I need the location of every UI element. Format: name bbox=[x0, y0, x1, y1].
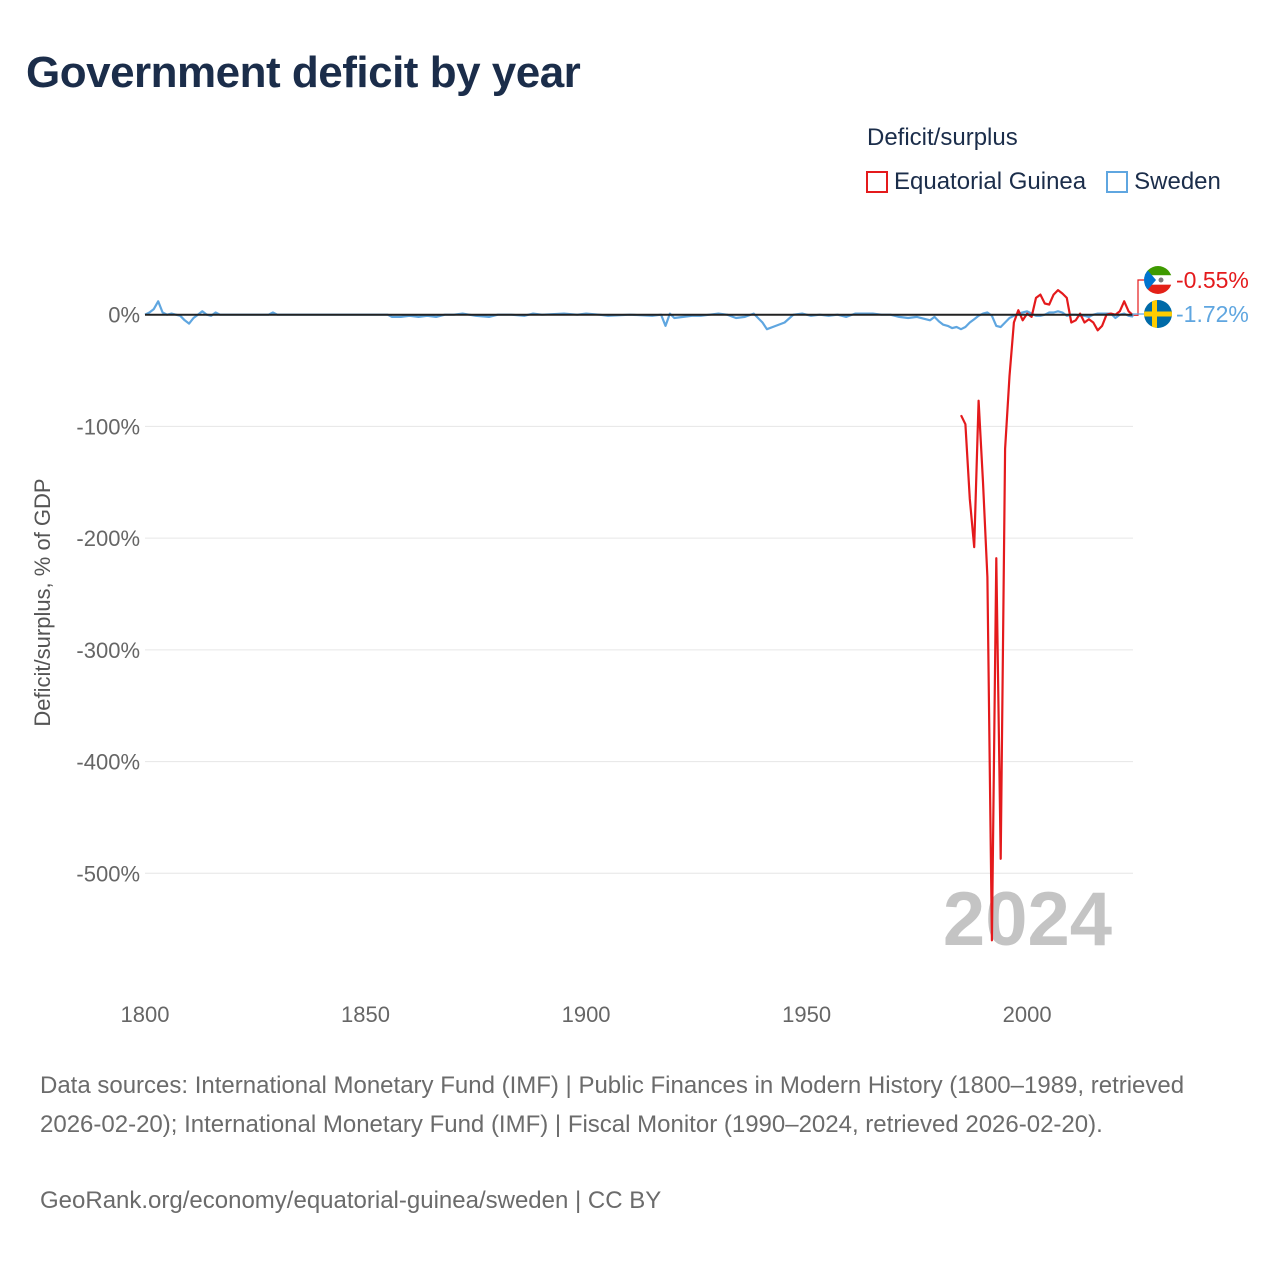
series-line-equatorial-guinea bbox=[960, 289, 1134, 942]
y-tick-label: -200% bbox=[76, 526, 140, 551]
end-connector-sweden bbox=[1132, 313, 1144, 317]
y-tick-label: -300% bbox=[76, 638, 140, 663]
chart-title: Government deficit by year bbox=[26, 48, 581, 97]
legend-swatch-equatorial-guinea bbox=[866, 171, 888, 193]
x-tick-label: 1950 bbox=[782, 1002, 831, 1027]
legend-label-equatorial-guinea: Equatorial Guinea bbox=[894, 168, 1087, 195]
end-label-sweden: -1.72% bbox=[1176, 301, 1249, 327]
x-tick-label: 1800 bbox=[121, 1002, 170, 1027]
legend: Equatorial Guinea Sweden bbox=[866, 166, 1221, 198]
y-axis-title: Deficit/surplus, % of GDP bbox=[30, 478, 55, 726]
y-tick-label: -500% bbox=[76, 861, 140, 886]
data-sources-note: Data sources: International Monetary Fun… bbox=[40, 1072, 1185, 1138]
line-chart: 0% -100% -200% -300% -400% -500% 1800 1850 1900 1… bbox=[30, 266, 1249, 1027]
legend-swatch-sweden bbox=[1106, 171, 1129, 193]
equatorial-guinea-flag-icon bbox=[1144, 266, 1172, 294]
y-tick-label: -100% bbox=[76, 414, 140, 439]
x-tick-label: 2000 bbox=[1003, 1002, 1052, 1027]
y-tick-label: 0% bbox=[108, 303, 140, 328]
series-line-sweden bbox=[144, 300, 1134, 331]
sweden-flag-icon bbox=[1144, 300, 1172, 328]
end-label-equatorial-guinea: -0.55% bbox=[1176, 267, 1249, 293]
legend-item-sweden[interactable]: Sweden bbox=[1106, 168, 1221, 196]
legend-title: Deficit/surplus bbox=[867, 124, 1018, 151]
legend-item-equatorial-guinea[interactable]: Equatorial Guinea bbox=[866, 168, 1086, 196]
legend-label-sweden: Sweden bbox=[1134, 168, 1221, 195]
end-connector-equatorial-guinea bbox=[1133, 279, 1144, 316]
credit-line: GeoRank.org/economy/equatorial-guinea/sw… bbox=[40, 1187, 662, 1214]
year-watermark: 2024 bbox=[943, 877, 1112, 962]
x-tick-label: 1900 bbox=[562, 1002, 611, 1027]
x-tick-label: 1850 bbox=[341, 1002, 390, 1027]
y-tick-label: -400% bbox=[76, 750, 140, 775]
